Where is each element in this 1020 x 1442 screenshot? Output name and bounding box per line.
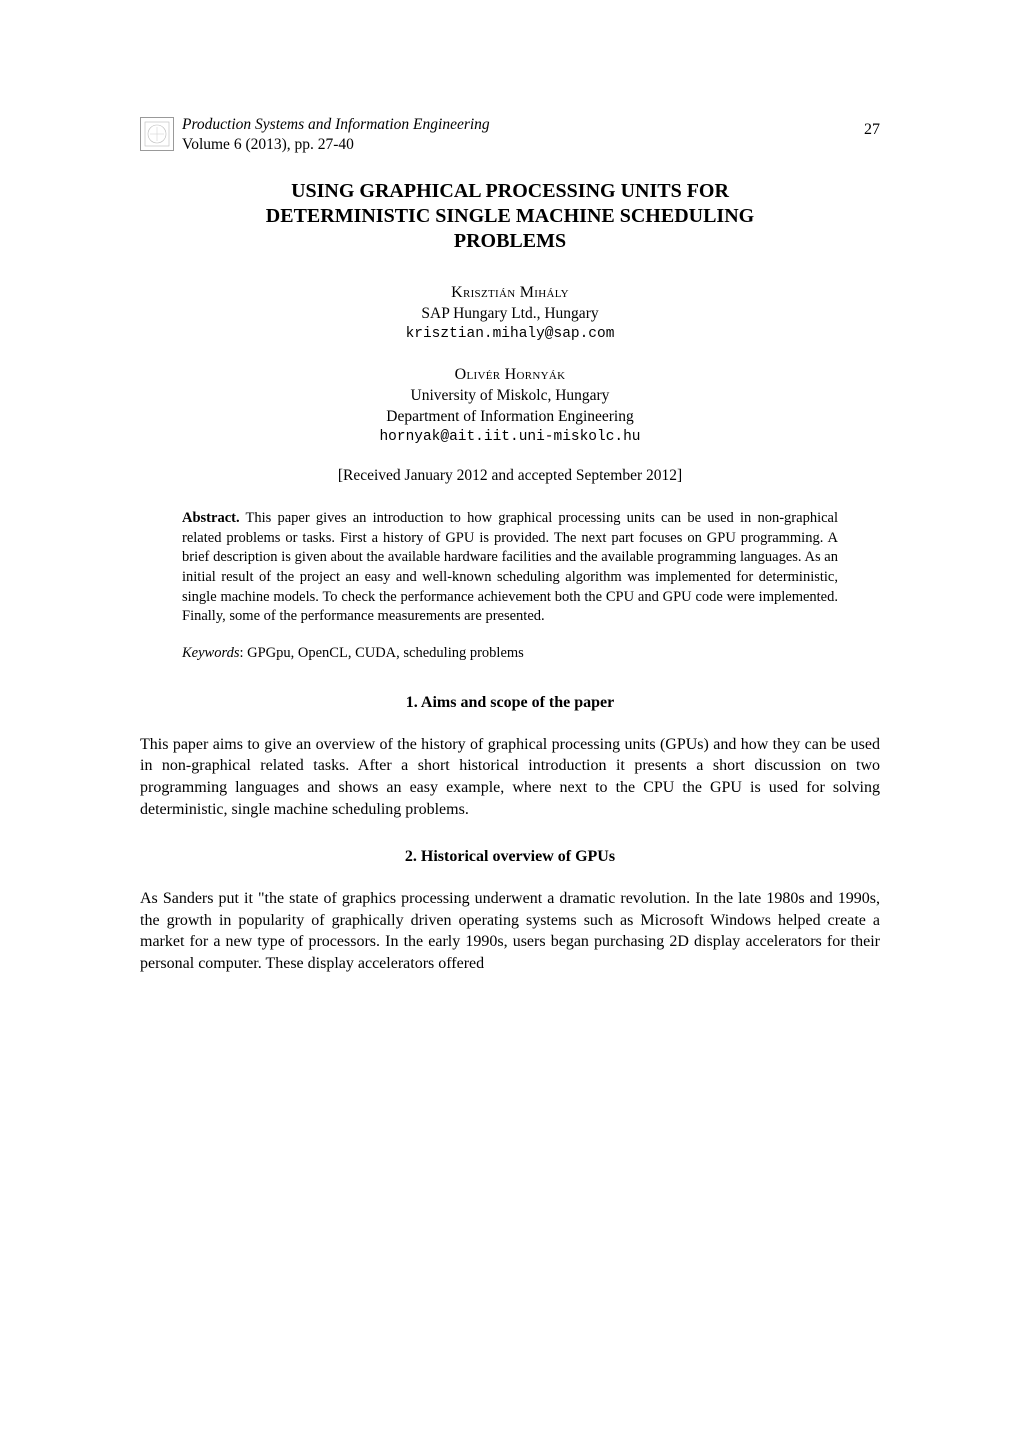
abstract-block: Abstract. This paper gives an introducti… — [182, 509, 838, 626]
journal-header-left: Production Systems and Information Engin… — [140, 115, 490, 155]
author-affiliation-line-2: Department of Information Engineering — [140, 407, 880, 428]
section-heading-2: 2. Historical overview of GPUs — [140, 848, 880, 866]
abstract-text: This paper gives an introduction to how … — [182, 510, 838, 624]
author-email: krisztian.mihaly@sap.com — [140, 325, 880, 345]
section-body-1: This paper aims to give an overview of t… — [140, 734, 880, 820]
journal-info: Production Systems and Information Engin… — [182, 115, 490, 155]
paper-title: USING GRAPHICAL PROCESSING UNITS FOR DET… — [190, 179, 830, 254]
author-email: hornyak@ait.iit.uni-miskolc.hu — [140, 428, 880, 448]
author-name: Krisztián Mihály — [140, 282, 880, 304]
author-name: Olivér Hornyák — [140, 364, 880, 386]
keywords-label: Keywords — [182, 645, 239, 661]
journal-logo-icon — [140, 117, 174, 151]
title-line-1: USING GRAPHICAL PROCESSING UNITS FOR — [291, 180, 729, 202]
section-heading-1: 1. Aims and scope of the paper — [140, 694, 880, 712]
section-body-2: As Sanders put it "the state of graphics… — [140, 888, 880, 974]
author-affiliation-line-1: University of Miskolc, Hungary — [140, 386, 880, 407]
received-line: [Received January 2012 and accepted Sept… — [140, 467, 880, 485]
journal-title: Production Systems and Information Engin… — [182, 115, 490, 135]
page-number: 27 — [864, 121, 880, 139]
keywords-block: Keywords: GPGpu, OpenCL, CUDA, schedulin… — [182, 645, 838, 662]
abstract-label: Abstract. — [182, 510, 240, 526]
keywords-text: : GPGpu, OpenCL, CUDA, scheduling proble… — [239, 645, 523, 661]
author-affiliation: SAP Hungary Ltd., Hungary — [140, 304, 880, 325]
author-block-1: Krisztián Mihály SAP Hungary Ltd., Hunga… — [140, 282, 880, 344]
author-block-2: Olivér Hornyák University of Miskolc, Hu… — [140, 364, 880, 447]
volume-info: Volume 6 (2013), pp. 27-40 — [182, 135, 490, 155]
journal-header: Production Systems and Information Engin… — [140, 115, 880, 155]
title-line-3: PROBLEMS — [454, 230, 566, 252]
title-line-2: DETERMINISTIC SINGLE MACHINE SCHEDULING — [266, 205, 754, 227]
